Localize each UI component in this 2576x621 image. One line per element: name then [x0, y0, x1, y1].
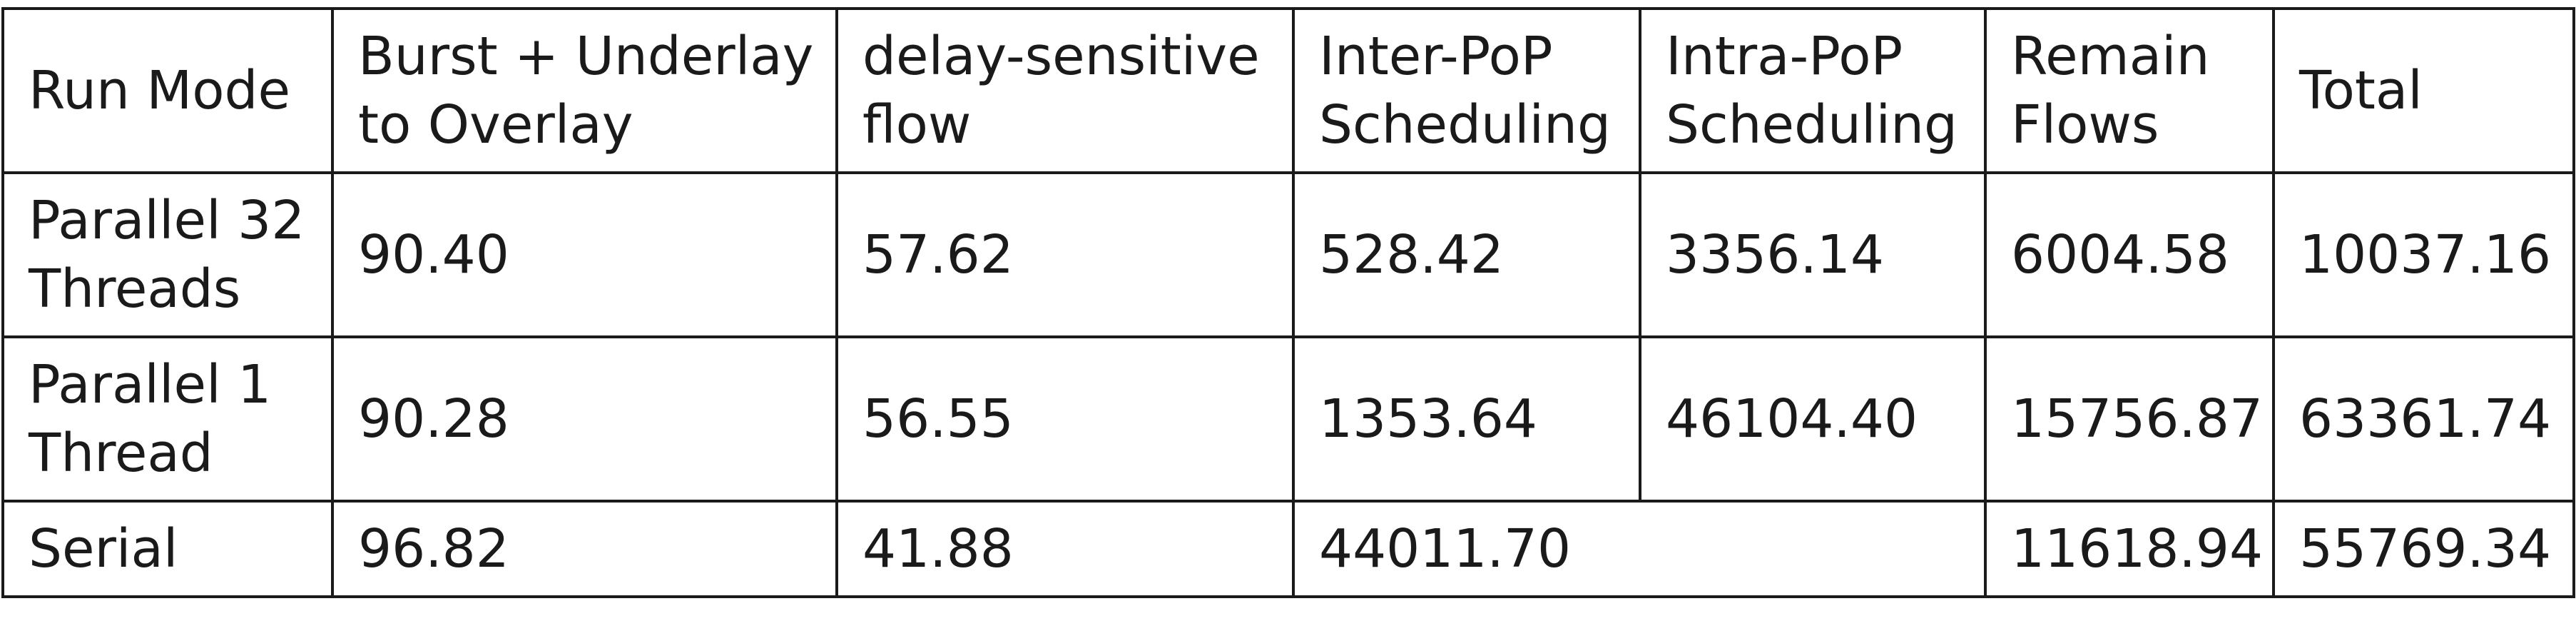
- cell-total: 10037.16: [2272, 171, 2575, 338]
- cell-delay: 56.55: [835, 335, 1295, 503]
- header-total: Total: [2272, 7, 2575, 174]
- header-delay-sensitive-flow: delay-sensitive flow: [835, 7, 1295, 174]
- cell-inter: 528.42: [1292, 171, 1641, 338]
- results-table: Run Mode Burst + Underlay to Overlay del…: [1, 7, 2575, 598]
- cell-intra: 3356.14: [1639, 171, 1987, 338]
- cell-delay: 57.62: [835, 171, 1295, 338]
- run-mode-line-1: Parallel 1: [29, 354, 272, 415]
- cell-inter: 1353.64: [1292, 335, 1641, 503]
- header-intra-line-1: Intra-PoP: [1666, 26, 1903, 87]
- header-burst-line-1: Burst + Underlay: [358, 26, 814, 87]
- cell-burst: 90.28: [331, 335, 838, 503]
- run-mode-line-2: Thread: [29, 423, 213, 484]
- cell-run-mode: Parallel 32 Threads: [1, 171, 334, 338]
- header-remain-line-2: Flows: [2011, 94, 2159, 156]
- header-delay-line-1: delay-sensitive: [862, 26, 1260, 87]
- header-total-line: Total: [2299, 60, 2423, 121]
- run-mode-line-1: Parallel 32: [29, 190, 305, 251]
- header-delay-line-2: flow: [862, 94, 972, 156]
- header-run-mode: Run Mode: [1, 7, 334, 174]
- header-run-mode-line: Run Mode: [29, 60, 291, 121]
- header-remain-flows: Remain Flows: [1984, 7, 2275, 174]
- header-burst-line-2: to Overlay: [358, 94, 633, 156]
- header-inter-line-1: Inter-PoP: [1319, 26, 1553, 87]
- table-row: Serial 96.82 41.88 44011.70 11618.94 557…: [1, 500, 2575, 598]
- cell-inter-intra-merged: 44011.70: [1292, 500, 1987, 598]
- header-inter-line-2: Scheduling: [1319, 94, 1611, 156]
- header-burst-underlay-to-overlay: Burst + Underlay to Overlay: [331, 7, 838, 174]
- header-inter-pop-scheduling: Inter-PoP Scheduling: [1292, 7, 1641, 174]
- cell-total: 63361.74: [2272, 335, 2575, 503]
- header-intra-line-2: Scheduling: [1666, 94, 1958, 156]
- cell-delay: 41.88: [835, 500, 1295, 598]
- cell-intra: 46104.40: [1639, 335, 1987, 503]
- header-remain-line-1: Remain: [2011, 26, 2210, 87]
- cell-remain: 11618.94: [1984, 500, 2275, 598]
- cell-burst: 90.40: [331, 171, 838, 338]
- cell-remain: 6004.58: [1984, 171, 2275, 338]
- header-row: Run Mode Burst + Underlay to Overlay del…: [1, 7, 2575, 174]
- cell-run-mode: Serial: [1, 500, 334, 598]
- run-mode-line-1: Serial: [29, 518, 178, 580]
- cell-burst: 96.82: [331, 500, 838, 598]
- table-row: Parallel 32 Threads 90.40 57.62 528.42 3…: [1, 171, 2575, 338]
- header-intra-pop-scheduling: Intra-PoP Scheduling: [1639, 7, 1987, 174]
- cell-run-mode: Parallel 1 Thread: [1, 335, 334, 503]
- cell-remain: 15756.87: [1984, 335, 2275, 503]
- table-row: Parallel 1 Thread 90.28 56.55 1353.64 46…: [1, 335, 2575, 503]
- run-mode-line-2: Threads: [29, 258, 241, 320]
- cell-total: 55769.34: [2272, 500, 2575, 598]
